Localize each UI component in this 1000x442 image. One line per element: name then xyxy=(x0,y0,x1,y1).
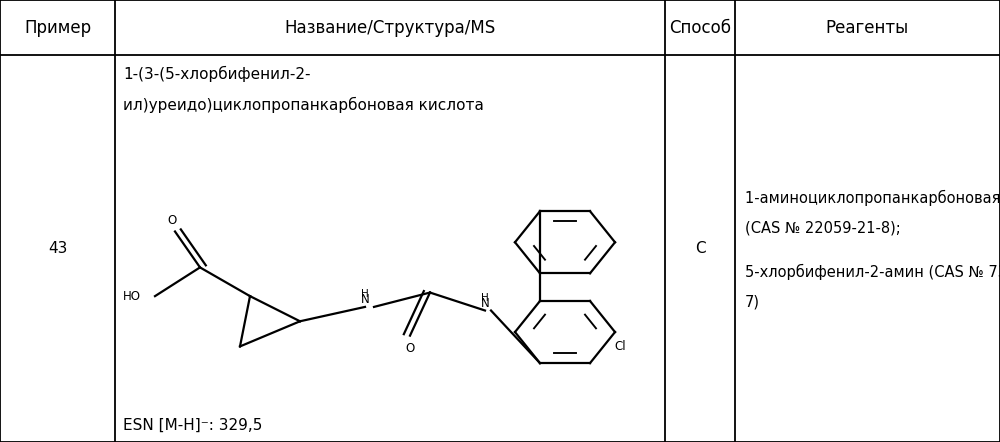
Text: H: H xyxy=(361,289,369,299)
Text: С: С xyxy=(695,241,705,256)
Text: Название/Структура/MS: Название/Структура/MS xyxy=(284,19,496,37)
Text: Cl: Cl xyxy=(614,340,626,353)
Text: Способ: Способ xyxy=(669,19,731,37)
Text: O: O xyxy=(405,342,415,355)
Text: Пример: Пример xyxy=(24,19,91,37)
Text: 7): 7) xyxy=(745,294,760,309)
Text: 1-аминоциклопропанкарбоновая кислота: 1-аминоциклопропанкарбоновая кислота xyxy=(745,190,1000,206)
Text: 43: 43 xyxy=(48,241,67,256)
Text: 1-(3-(5-хлорбифенил-2-: 1-(3-(5-хлорбифенил-2- xyxy=(123,66,310,83)
Text: O: O xyxy=(168,214,177,227)
Text: Реагенты: Реагенты xyxy=(826,19,909,37)
Text: N: N xyxy=(361,293,369,306)
Text: 5-хлорбифенил-2-амин (CAS № 73006-78-: 5-хлорбифенил-2-амин (CAS № 73006-78- xyxy=(745,264,1000,281)
Text: ил)уреидо)циклопропанкарбоновая кислота: ил)уреидо)циклопропанкарбоновая кислота xyxy=(123,97,484,114)
Text: ESN [M-H]⁻: 329,5: ESN [M-H]⁻: 329,5 xyxy=(123,418,262,433)
Text: N: N xyxy=(481,297,489,310)
Text: (CAS № 22059-21-8);: (CAS № 22059-21-8); xyxy=(745,220,901,235)
Text: H: H xyxy=(481,293,489,303)
Text: HO: HO xyxy=(123,290,141,303)
